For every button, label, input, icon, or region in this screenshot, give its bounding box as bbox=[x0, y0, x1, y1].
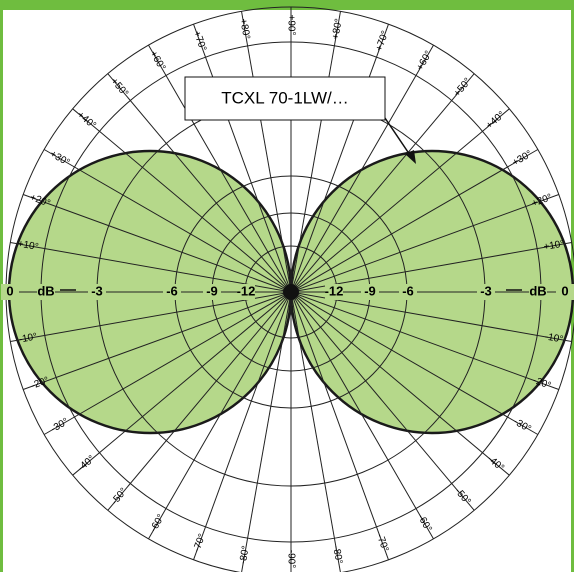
angle-label: +80° bbox=[330, 18, 344, 41]
angle-label: +70° bbox=[374, 29, 392, 52]
angle-label: -60° bbox=[415, 513, 434, 534]
callout-text: TCXL 70-1LW/… bbox=[221, 88, 349, 107]
angle-label: -40° bbox=[485, 454, 506, 474]
angle-label: +90° bbox=[285, 15, 296, 36]
scale-bg bbox=[399, 284, 417, 300]
angle-label: +10° bbox=[17, 239, 40, 253]
scale-bg bbox=[1, 284, 19, 300]
angle-label: +40° bbox=[484, 110, 507, 132]
angle-label: +50° bbox=[108, 76, 130, 99]
angle-label: -10° bbox=[18, 331, 38, 345]
scale-bg bbox=[203, 284, 221, 300]
scale-label: 0 bbox=[6, 283, 13, 298]
scale-label: dB bbox=[529, 283, 546, 298]
angle-label: +10° bbox=[543, 239, 566, 253]
angle-label: +60° bbox=[415, 49, 435, 73]
scale-bg bbox=[237, 284, 255, 300]
scale-label: -6 bbox=[166, 283, 178, 298]
scale-label: -3 bbox=[480, 283, 492, 298]
scale-label: -3 bbox=[91, 283, 103, 298]
angle-label: +50° bbox=[452, 76, 474, 99]
scale-label: -6 bbox=[402, 283, 414, 298]
angle-label: +80° bbox=[237, 18, 251, 41]
angle-label: -10° bbox=[544, 331, 564, 345]
angle-label: -50° bbox=[452, 486, 472, 507]
scale-label: -12 bbox=[237, 283, 256, 298]
scale-label: dB bbox=[37, 283, 54, 298]
angle-label: -80° bbox=[238, 545, 252, 565]
scale-bg bbox=[556, 284, 574, 300]
scale-bg bbox=[88, 284, 106, 300]
angle-label: +60° bbox=[147, 49, 167, 73]
angle-label: -70° bbox=[374, 532, 391, 553]
center-dot bbox=[283, 284, 299, 300]
scale-bg bbox=[529, 284, 547, 300]
scale-label: 0 bbox=[561, 283, 568, 298]
angle-label: -40° bbox=[76, 454, 97, 474]
scale-bg bbox=[163, 284, 181, 300]
scale-bg bbox=[37, 284, 55, 300]
callout-arrowhead bbox=[405, 150, 416, 164]
angle-label: -50° bbox=[109, 486, 129, 507]
callout-arrow bbox=[384, 117, 413, 159]
scale-bg bbox=[361, 284, 379, 300]
angle-label: -70° bbox=[191, 532, 208, 553]
angle-label: -60° bbox=[148, 513, 167, 534]
scale-bg bbox=[477, 284, 495, 300]
callout-box bbox=[184, 76, 386, 121]
angle-label: +70° bbox=[191, 29, 209, 52]
top-bar bbox=[0, 0, 574, 10]
scale-label: -9 bbox=[364, 283, 376, 298]
scale-bg bbox=[325, 284, 343, 300]
scale-label: -12 bbox=[325, 283, 344, 298]
angle-label: +40° bbox=[75, 110, 98, 132]
angle-label: +30° bbox=[510, 149, 534, 169]
angle-label: +30° bbox=[48, 149, 72, 169]
angle-label: -30° bbox=[49, 416, 70, 435]
angle-label: -80° bbox=[330, 545, 344, 565]
angle-label: -30° bbox=[511, 416, 532, 435]
angle-label: -90° bbox=[285, 550, 296, 568]
scale-label: -9 bbox=[206, 283, 218, 298]
